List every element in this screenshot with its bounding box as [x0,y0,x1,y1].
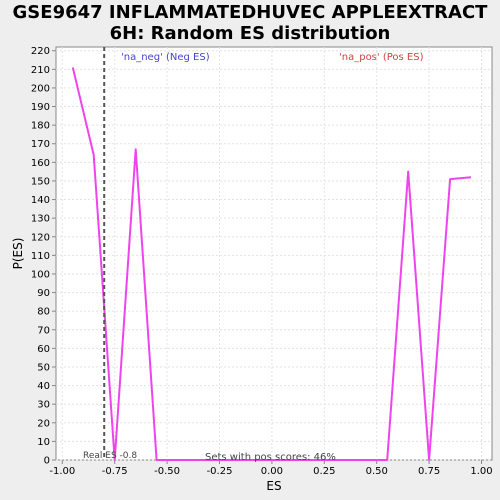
y-tick-label: 10 [37,437,50,448]
y-tick-label: 130 [31,214,50,225]
x-tick-label: 0.00 [261,466,283,477]
y-tick-label: 120 [31,232,50,243]
y-axis-label: P(ES) [11,238,25,270]
chart-title: GSE9647 INFLAMMATEDHUVEC APPLEEXTRACT 6H… [0,2,500,44]
y-tick-label: 210 [31,65,50,76]
x-tick-label: 0.25 [313,466,335,477]
y-tick-label: 110 [31,251,50,262]
y-tick-label: 140 [31,195,50,206]
x-axis-label: ES [266,479,281,493]
es-distribution-line [71,67,472,461]
y-tick-label: 20 [37,418,50,429]
chart-title-line-1: GSE9647 INFLAMMATEDHUVEC APPLEEXTRACT [12,2,488,23]
x-tick-label: -0.50 [154,466,180,477]
plot-area [55,46,493,461]
x-tick-label: -0.75 [102,466,128,477]
x-tick-label: 1.00 [470,466,492,477]
neg-es-annotation: 'na_neg' (Neg ES) [121,52,210,63]
y-tick-label: 80 [37,307,50,318]
x-tick-label: 0.50 [366,466,388,477]
x-tick-label: -0.25 [207,466,233,477]
y-tick-label: 70 [37,325,50,336]
pos-scores-annotation: Sets with pos scores: 46% [205,452,336,463]
grid-lines [56,47,492,461]
y-tick-label: 190 [31,102,50,113]
y-tick-label: 40 [37,381,50,392]
y-tick-label: 100 [31,269,50,280]
y-tick-label: 90 [37,288,50,299]
y-tick-label: 220 [31,46,50,57]
y-tick-label: 30 [37,400,50,411]
y-tick-label: 200 [31,83,50,94]
real-es-label: Real ES -0.8 [83,451,137,461]
y-tick-label: 150 [31,176,50,187]
y-tick-label: 170 [31,139,50,150]
chart-title-line-2: 6H: Random ES distribution [109,23,391,44]
y-tick-label: 160 [31,158,50,169]
y-tick-label: 180 [31,121,50,132]
y-tick-label: 0 [44,456,50,467]
pos-es-annotation: 'na_pos' (Pos ES) [339,52,424,63]
series-layer [71,67,472,461]
x-axis: -1.00 -0.75 -0.50 -0.25 0.00 0.25 0.50 0.75 1.00 [49,460,493,477]
y-tick-label: 60 [37,344,50,355]
y-tick-label: 50 [37,362,50,373]
y-axis: 0 10 20 30 40 50 60 70 80 90 100 110 120 130 140 150 160… [31,46,56,467]
x-tick-label: 0.75 [418,466,440,477]
x-tick-label: -1.00 [49,466,75,477]
